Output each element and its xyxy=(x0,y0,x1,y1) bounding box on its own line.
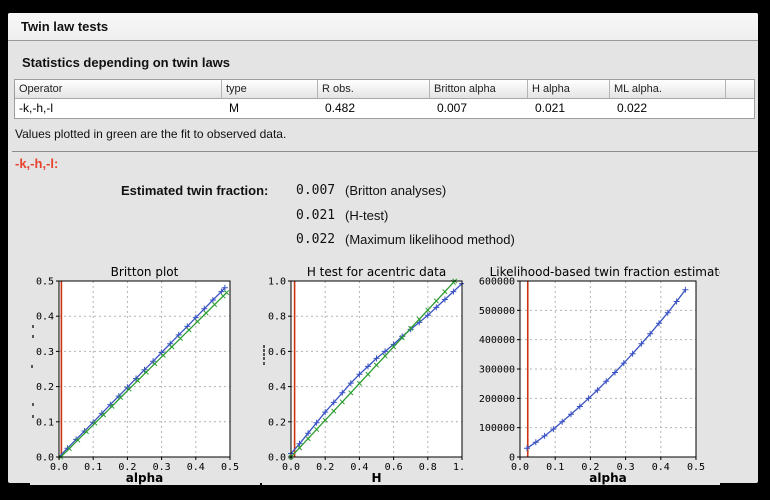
col-header-ml-alpha[interactable]: ML alpha. xyxy=(610,80,726,98)
svg-text:0.0: 0.0 xyxy=(511,462,529,473)
svg-text:Britton plot: Britton plot xyxy=(111,265,179,279)
svg-text:0.2: 0.2 xyxy=(268,417,286,428)
col-header-r-obs[interactable]: R obs. xyxy=(318,80,430,98)
svg-text:0.1: 0.1 xyxy=(546,462,564,473)
svg-text:H: H xyxy=(371,471,381,485)
svg-text:400000: 400000 xyxy=(479,335,515,346)
likelihood-figure: 0.0 0.1 0.2 0.3 0.4 0.5 0 100000 200000 300000 400… xyxy=(464,265,726,485)
svg-text:0.5: 0.5 xyxy=(687,462,705,473)
clipped-ylabel-fragment xyxy=(31,325,34,418)
svg-text:0.2: 0.2 xyxy=(36,382,54,393)
svg-text:0.6: 0.6 xyxy=(385,462,403,473)
svg-text:0.0: 0.0 xyxy=(50,462,68,473)
svg-text:0.2: 0.2 xyxy=(581,462,599,473)
cell-type: M xyxy=(229,101,239,115)
svg-text:1.0: 1.0 xyxy=(268,277,286,288)
svg-text:600000: 600000 xyxy=(479,277,515,288)
table-header-row: Operator type R obs. Britton alpha H alp… xyxy=(15,80,754,99)
svg-text:0.3: 0.3 xyxy=(36,347,54,358)
svg-text:0.4: 0.4 xyxy=(268,382,286,393)
svg-text:500000: 500000 xyxy=(479,306,515,317)
svg-text:200000: 200000 xyxy=(479,394,515,405)
panel-titlebar: Twin law tests xyxy=(8,13,758,41)
operator-heading: -k,-h,-l: xyxy=(15,156,59,171)
svg-text:0.0: 0.0 xyxy=(36,453,54,464)
svg-text:Likelihood-based twin fraction: Likelihood-based twin fraction estimate xyxy=(490,265,720,279)
svg-text:0.3: 0.3 xyxy=(617,462,635,473)
table-header-spacer xyxy=(726,80,750,98)
green-fit-note: Values plotted in green are the fit to o… xyxy=(15,127,287,141)
estimated-twin-fraction-label: Estimated twin fraction: xyxy=(121,183,269,198)
svg-text:0.5: 0.5 xyxy=(221,462,239,473)
col-header-britton-alpha[interactable]: Britton alpha xyxy=(430,80,528,98)
svg-text:0.2: 0.2 xyxy=(316,462,334,473)
svg-text:0.6: 0.6 xyxy=(268,347,286,358)
svg-text:100000: 100000 xyxy=(479,423,515,434)
svg-text:0.4: 0.4 xyxy=(350,462,368,473)
col-header-h-alpha[interactable]: H alpha xyxy=(528,80,610,98)
svg-text:1.0: 1.0 xyxy=(453,462,471,473)
svg-text:0.0: 0.0 xyxy=(268,453,286,464)
twin-law-table: Operator type R obs. Britton alpha H alp… xyxy=(14,79,755,119)
cell-ml-alpha: 0.022 xyxy=(617,101,648,115)
col-header-operator[interactable]: Operator xyxy=(15,80,222,98)
ml-estimate-method: (Maximum likelihood method) xyxy=(345,232,515,247)
h-test-estimate-value: 0.021 xyxy=(296,208,336,223)
ml-estimate-value: 0.022 xyxy=(296,232,336,247)
svg-text:0.8: 0.8 xyxy=(268,312,286,323)
cell-britton-alpha: 0.007 xyxy=(437,101,468,115)
svg-text:0.5: 0.5 xyxy=(36,277,54,288)
svg-text:0.1: 0.1 xyxy=(36,417,54,428)
h-test-figure: 0.0 0.2 0.4 0.6 0.8 1.0 0.0 0.2 0.4 0.6 0.8 1.0 H te… xyxy=(262,265,488,485)
h-test-estimate-method: (H-test) xyxy=(345,208,389,223)
svg-text:0.8: 0.8 xyxy=(419,462,437,473)
svg-text:alpha: alpha xyxy=(589,471,626,485)
cell-spacer xyxy=(726,99,750,118)
table-row[interactable]: -k,-h,-l M 0.482 0.007 0.021 0.022 xyxy=(15,99,754,118)
svg-text:alpha: alpha xyxy=(126,471,163,485)
svg-text:0.3: 0.3 xyxy=(153,462,171,473)
cell-h-alpha: 0.021 xyxy=(535,101,566,115)
clipped-ylabel-fragment xyxy=(263,345,265,365)
col-header-type[interactable]: type xyxy=(222,80,318,98)
svg-text:H test for acentric data: H test for acentric data xyxy=(307,265,446,279)
panel-title: Twin law tests xyxy=(21,19,109,34)
svg-text:0.0: 0.0 xyxy=(282,462,300,473)
svg-text:0.1: 0.1 xyxy=(84,462,102,473)
svg-text:0.4: 0.4 xyxy=(652,462,670,473)
svg-text:0.2: 0.2 xyxy=(118,462,136,473)
section-heading: Statistics depending on twin laws xyxy=(22,55,231,70)
britton-plot-figure: 0.0 0.1 0.2 0.3 0.4 0.5 0.0 0.1 0.2 0.3 0.4 0.5 Brit… xyxy=(30,265,260,485)
cell-r-obs: 0.482 xyxy=(325,101,356,115)
britton-estimate-method: (Britton analyses) xyxy=(345,183,447,198)
horizontal-divider xyxy=(12,151,758,152)
svg-text:0.4: 0.4 xyxy=(187,462,205,473)
svg-text:0.4: 0.4 xyxy=(36,312,54,323)
svg-text:300000: 300000 xyxy=(479,365,515,376)
cell-operator: -k,-h,-l xyxy=(19,101,53,115)
svg-text:0: 0 xyxy=(509,453,515,464)
britton-estimate-value: 0.007 xyxy=(296,183,336,198)
